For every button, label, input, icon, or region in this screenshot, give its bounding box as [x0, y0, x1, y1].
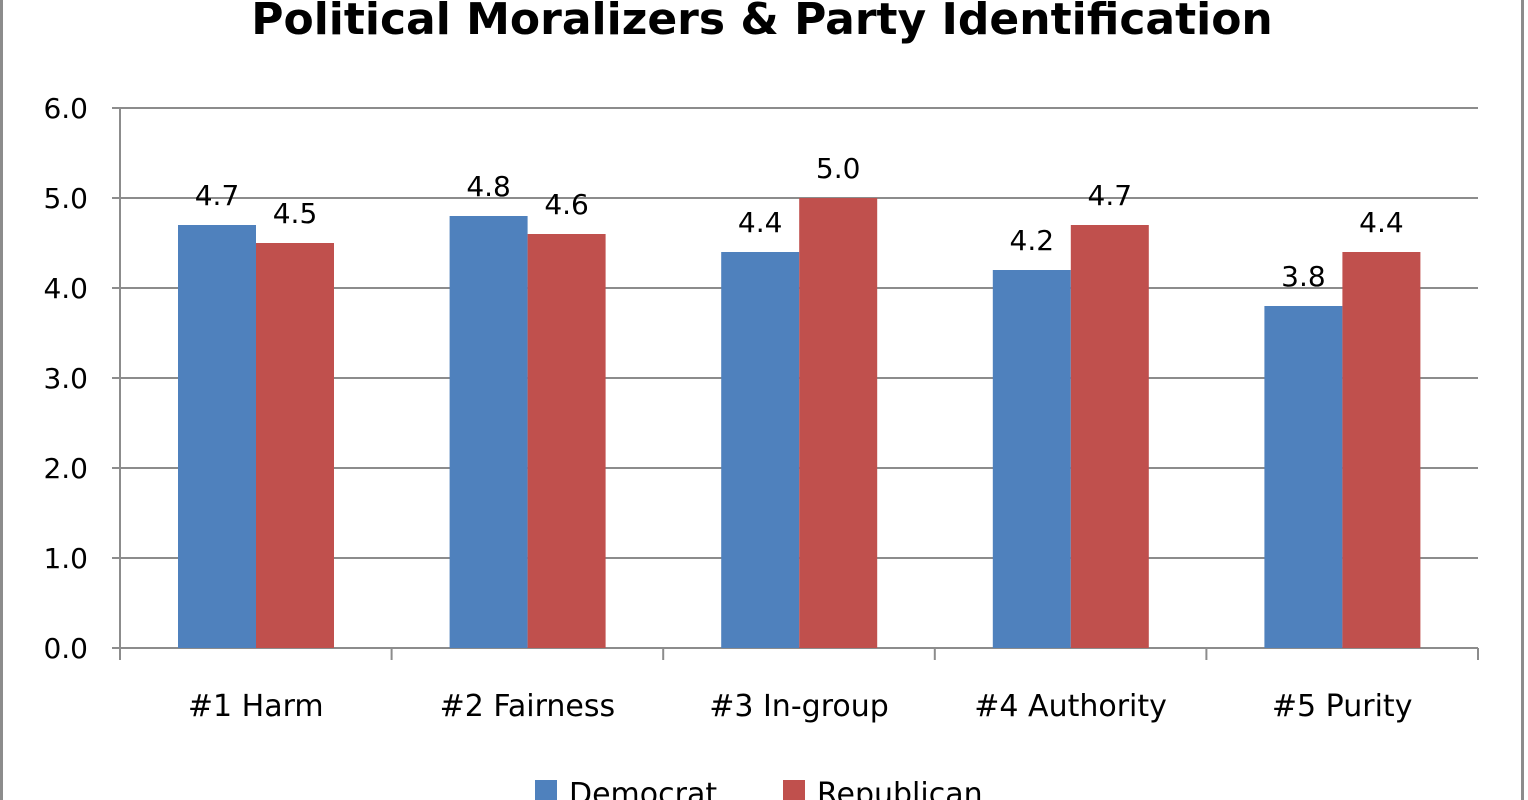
y-tick-label: 2.0 — [43, 452, 88, 485]
y-tick-label: 3.0 — [43, 362, 88, 395]
data-label: 4.4 — [1359, 206, 1404, 239]
y-tick-label: 0.0 — [43, 632, 88, 665]
y-tick-label: 1.0 — [43, 542, 88, 575]
data-label: 4.7 — [195, 179, 240, 212]
data-label: 3.8 — [1281, 260, 1326, 293]
bar-republican — [256, 243, 334, 648]
bar-republican — [799, 198, 878, 648]
data-label: 4.8 — [466, 170, 511, 203]
x-tick-label: #3 In-group — [709, 689, 889, 724]
legend-swatch-republican — [783, 780, 805, 800]
x-tick-label: #4 Authority — [974, 689, 1167, 724]
bar-democrat — [992, 270, 1071, 648]
x-tick-label: #1 Harm — [188, 689, 324, 724]
chart-title: Political Moralizers & Party Identificat… — [251, 0, 1273, 45]
x-tick-label: #2 Fairness — [440, 689, 616, 724]
bar-republican — [1070, 225, 1149, 648]
bar-democrat — [449, 216, 528, 648]
data-label: 4.6 — [544, 188, 589, 221]
bar-democrat — [1264, 306, 1343, 648]
bar-republican — [1342, 252, 1421, 648]
data-label: 5.0 — [816, 152, 861, 185]
bar-republican — [527, 234, 606, 648]
y-tick-label: 4.0 — [43, 272, 88, 305]
data-label: 4.2 — [1010, 224, 1055, 257]
bar-democrat — [721, 252, 800, 648]
legend-label-democrat: Democrat — [569, 777, 717, 800]
data-label: 4.5 — [273, 197, 318, 230]
y-tick-label: 6.0 — [43, 92, 88, 125]
legend-swatch-democrat — [535, 780, 557, 800]
data-label: 4.4 — [738, 206, 783, 239]
legend-label-republican: Republican — [817, 777, 983, 800]
bar-democrat — [178, 225, 256, 648]
y-tick-label: 5.0 — [43, 182, 88, 215]
data-label: 4.7 — [1088, 179, 1133, 212]
x-tick-label: #5 Purity — [1272, 689, 1413, 724]
